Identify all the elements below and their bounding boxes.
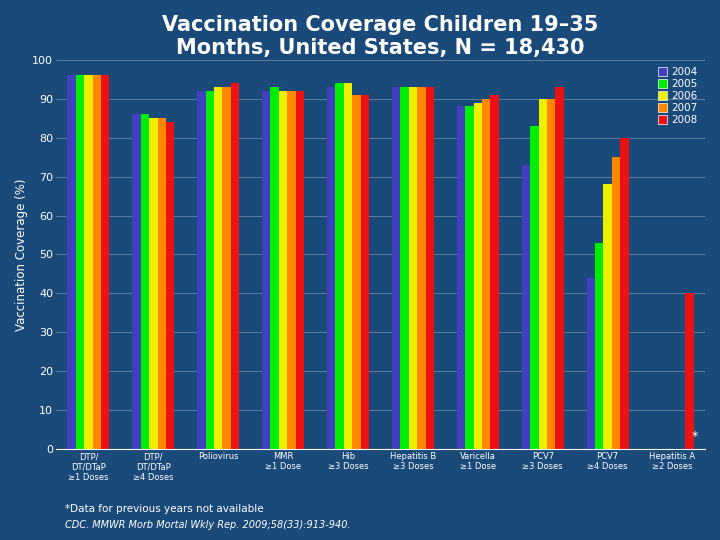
Bar xyxy=(67,76,76,449)
Bar xyxy=(474,103,482,449)
Bar xyxy=(132,114,140,449)
Text: *: * xyxy=(692,430,698,443)
Bar xyxy=(279,91,287,449)
Bar xyxy=(166,122,174,449)
Bar xyxy=(465,106,474,449)
Bar xyxy=(271,87,279,449)
Y-axis label: Vaccination Coverage (%): Vaccination Coverage (%) xyxy=(15,178,28,330)
Bar xyxy=(140,114,149,449)
Text: *Data for previous years not available: *Data for previous years not available xyxy=(65,504,264,514)
Bar xyxy=(361,95,369,449)
Bar xyxy=(197,91,205,449)
Bar xyxy=(490,95,499,449)
Bar xyxy=(327,87,336,449)
Bar xyxy=(392,87,400,449)
Bar xyxy=(296,91,305,449)
Bar xyxy=(522,165,530,449)
Bar xyxy=(547,99,555,449)
Bar xyxy=(530,126,539,449)
Bar xyxy=(539,99,547,449)
Bar xyxy=(482,99,490,449)
Bar xyxy=(222,87,231,449)
Bar xyxy=(231,83,239,449)
Bar xyxy=(426,87,434,449)
Bar xyxy=(417,87,426,449)
Bar xyxy=(84,76,93,449)
Bar xyxy=(214,87,222,449)
Bar xyxy=(205,91,214,449)
Bar xyxy=(76,76,84,449)
Legend: 2004, 2005, 2006, 2007, 2008: 2004, 2005, 2006, 2007, 2008 xyxy=(656,65,700,127)
Bar xyxy=(400,87,409,449)
Bar xyxy=(149,118,158,449)
Bar xyxy=(336,83,344,449)
Bar xyxy=(287,91,296,449)
Bar xyxy=(101,76,109,449)
Text: CDC. MMWR Morb Mortal Wkly Rep. 2009;58(33):913-940.: CDC. MMWR Morb Mortal Wkly Rep. 2009;58(… xyxy=(65,520,351,530)
Bar xyxy=(685,293,693,449)
Bar xyxy=(456,106,465,449)
Bar xyxy=(587,278,595,449)
Bar xyxy=(612,157,621,449)
Bar xyxy=(409,87,417,449)
Title: Vaccination Coverage Children 19–35
Months, United States, N = 18,430: Vaccination Coverage Children 19–35 Mont… xyxy=(162,15,598,58)
Bar xyxy=(603,184,612,449)
Bar xyxy=(352,95,361,449)
Bar xyxy=(595,243,603,449)
Bar xyxy=(158,118,166,449)
Bar xyxy=(621,138,629,449)
Bar xyxy=(93,76,101,449)
Bar xyxy=(344,83,352,449)
Bar xyxy=(262,91,271,449)
Bar xyxy=(555,87,564,449)
